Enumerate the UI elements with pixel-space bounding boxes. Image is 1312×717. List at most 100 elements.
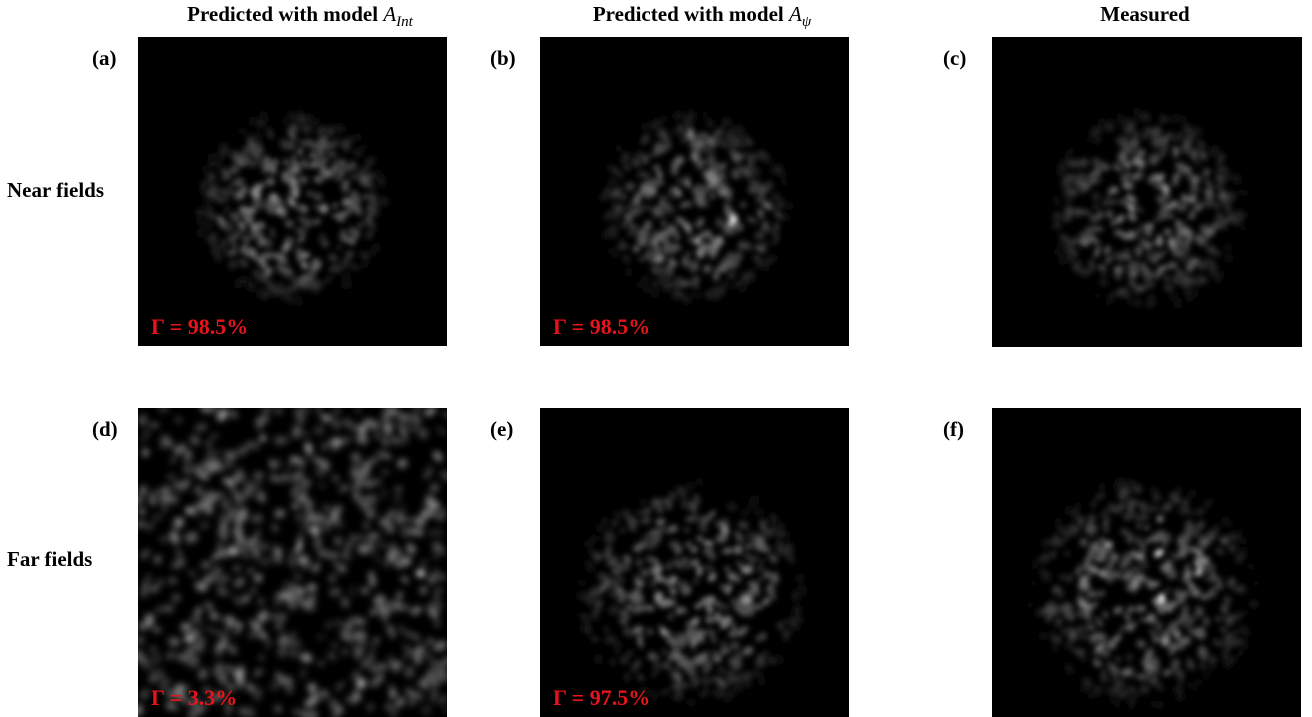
speckle <box>357 424 367 435</box>
speckle <box>386 625 393 632</box>
speckle <box>651 280 659 287</box>
speckle <box>671 129 677 135</box>
speckle <box>440 656 447 667</box>
speckle <box>166 474 176 480</box>
speckle <box>702 229 713 239</box>
speckle <box>1115 634 1122 641</box>
speckle <box>1068 256 1075 266</box>
speckle <box>775 168 782 175</box>
speckle <box>613 168 624 179</box>
speckle <box>164 604 174 614</box>
speckle <box>1057 168 1064 176</box>
speckle <box>619 655 629 665</box>
speckle <box>1198 521 1205 528</box>
speckle <box>258 236 267 248</box>
speckle <box>167 637 175 645</box>
speckle <box>1072 647 1081 655</box>
speckle <box>633 595 645 605</box>
speckle <box>1159 146 1168 159</box>
speckle <box>1224 204 1233 215</box>
speckle <box>1167 262 1176 269</box>
speckle <box>1158 207 1169 218</box>
speckle <box>705 615 714 624</box>
speckle <box>610 658 616 667</box>
speckle <box>247 286 256 293</box>
speckle <box>1134 206 1144 213</box>
speckle <box>765 183 774 190</box>
speckle <box>206 408 217 414</box>
speckle <box>341 198 353 206</box>
speckle <box>1154 549 1164 558</box>
speckle <box>202 686 211 695</box>
speckle <box>236 533 245 543</box>
speckle <box>306 190 313 197</box>
speckle <box>761 242 769 247</box>
speckle <box>1105 256 1112 264</box>
speckle <box>214 254 222 264</box>
speckle <box>333 619 345 627</box>
speckle <box>216 529 230 537</box>
speckle <box>237 623 242 630</box>
speckle <box>421 705 431 715</box>
speckle <box>211 462 221 472</box>
speckle <box>1161 535 1167 548</box>
row-label: Near fields <box>7 178 104 202</box>
speckle <box>684 527 690 533</box>
speckle <box>1037 557 1045 564</box>
speckle <box>722 141 729 149</box>
speckle <box>218 672 228 682</box>
speckle <box>331 474 340 483</box>
speckle <box>150 668 158 676</box>
speckle <box>1062 528 1069 539</box>
speckle <box>202 499 208 508</box>
speckle <box>138 496 143 505</box>
speckle <box>331 418 341 430</box>
speckle <box>1114 272 1122 280</box>
speckle <box>280 208 288 219</box>
speckle <box>1181 193 1191 204</box>
speckle <box>362 481 368 487</box>
speckle <box>293 202 301 211</box>
speckle <box>719 584 728 591</box>
speckle <box>344 620 354 629</box>
speckle <box>170 453 178 465</box>
speckle <box>1177 593 1187 605</box>
speckle <box>230 239 238 251</box>
speckle <box>1156 683 1166 692</box>
speckle <box>761 222 770 232</box>
speckle <box>1157 196 1166 207</box>
speckle <box>231 250 238 256</box>
speckle <box>290 455 299 464</box>
speckle <box>267 127 274 140</box>
speckle <box>299 483 308 496</box>
speckle <box>139 485 147 494</box>
speckle <box>575 591 588 601</box>
speckle <box>195 211 202 218</box>
speckle <box>1136 639 1146 649</box>
speckle <box>413 517 423 527</box>
speckle <box>363 165 370 174</box>
speckle <box>407 413 416 421</box>
speckle <box>235 670 245 681</box>
speckle <box>730 135 740 144</box>
speckle <box>1094 245 1101 258</box>
speckle <box>1209 248 1222 257</box>
speckle <box>1181 144 1192 155</box>
speckle <box>1039 632 1047 640</box>
speckle <box>149 675 156 683</box>
speckle <box>737 489 743 496</box>
speckle <box>187 570 197 577</box>
speckle <box>718 666 725 673</box>
speckle <box>755 635 762 643</box>
speckle <box>641 498 646 507</box>
speckle <box>1232 585 1243 592</box>
speckle <box>1053 517 1063 527</box>
speckle <box>1148 153 1160 166</box>
speckle <box>1108 558 1116 568</box>
speckle <box>184 647 197 656</box>
speckle <box>398 412 408 422</box>
speckle <box>347 633 356 643</box>
speckle <box>701 540 715 545</box>
speckle <box>329 511 339 523</box>
speckle <box>413 691 424 701</box>
